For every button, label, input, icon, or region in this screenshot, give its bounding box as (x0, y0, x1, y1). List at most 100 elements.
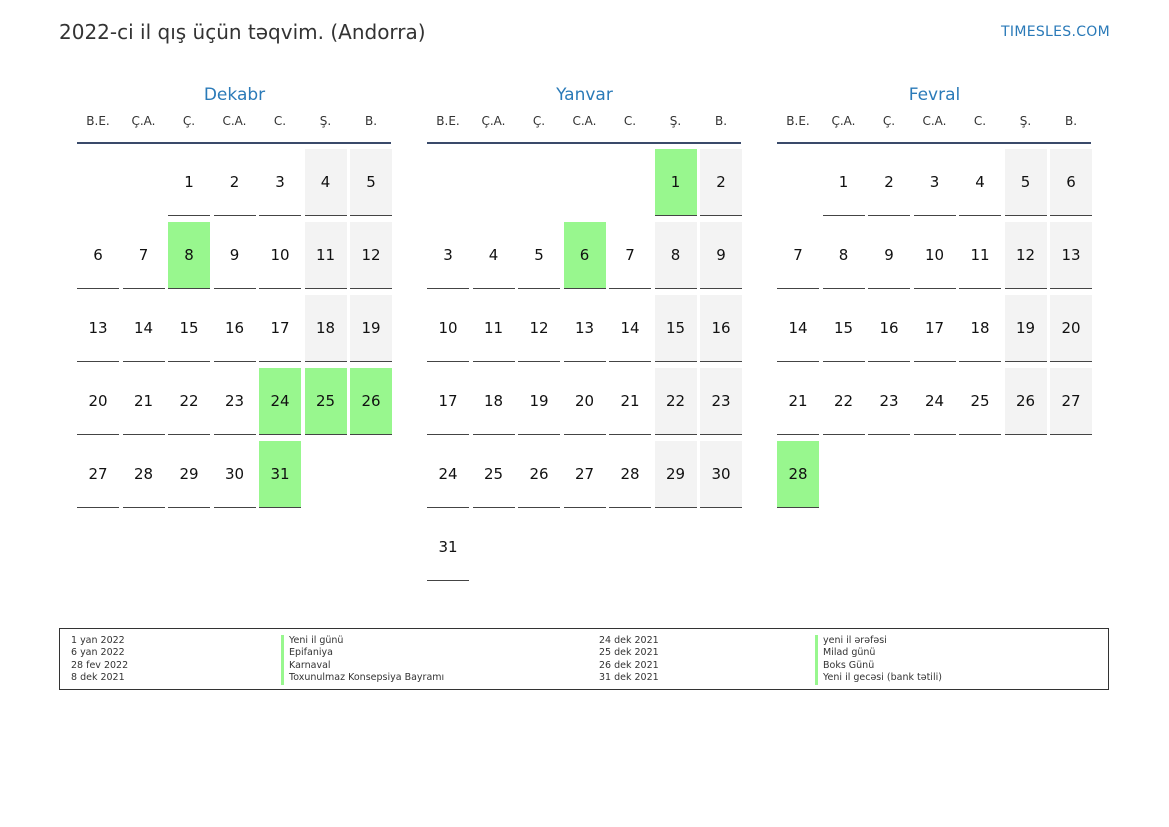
month-name: Dekabr (203, 85, 266, 105)
weekday-label: Ş. (319, 114, 332, 128)
legend-date: 28 fev 2022 (71, 659, 129, 671)
day-cell: 9 (213, 222, 256, 289)
day-cell: 4 (472, 222, 515, 289)
weekday-header: B.E. Ç.A. Ç. C.A. C. Ş. B. (77, 108, 391, 144)
weekday-label: Ç. (532, 114, 546, 128)
page-title: 2022-ci il qış üçün təqvim. (Andorra) (59, 20, 426, 44)
day-cell: 17 (913, 295, 956, 362)
day-cell: 24 (427, 441, 469, 508)
day-cell: 25 (472, 441, 515, 508)
day-cell: 27 (563, 441, 606, 508)
day-cell: 5 (1004, 149, 1047, 216)
legend-date: 6 yan 2022 (71, 647, 125, 659)
day-cell: 27 (77, 441, 119, 508)
month-dekabr: Dekabr B.E. Ç.A. Ç. C.A. C. Ş. B. 1 2 3 4 5 6 7 8 9 10 11 1… (77, 84, 397, 508)
day-cell: 19 (1004, 295, 1047, 362)
weekday-label: Ş. (1019, 114, 1032, 128)
day-cell: 17 (427, 368, 469, 435)
day-cell: 17 (259, 295, 301, 362)
legend-holiday-name: Toxunulmaz Konsepsiya Bayramı (281, 672, 444, 685)
weekday-label: B.E. (786, 114, 810, 128)
legend-holiday-name: yeni il ərəfəsi (815, 635, 942, 648)
legend-date: 26 dek 2021 (599, 659, 659, 671)
weekday-label: Ç.A. (831, 114, 856, 128)
day-cell: 19 (518, 368, 560, 435)
day-cell: 4 (959, 149, 1001, 216)
day-cell: 6 (77, 222, 119, 289)
weekday-header: B.E. Ç.A. Ç. C.A. C. Ş. B. (427, 108, 741, 144)
day-cell: 31 (259, 441, 301, 508)
weekday-label: C. (973, 114, 987, 128)
legend-date: 31 dek 2021 (599, 672, 659, 684)
day-cell: 15 (654, 295, 697, 362)
day-cell: 2 (700, 149, 742, 216)
day-cell: 10 (913, 222, 956, 289)
legend-holiday-name: Yeni il gecəsi (bank tətili) (815, 672, 942, 685)
weekday-label: Ç. (182, 114, 196, 128)
day-cell: 11 (959, 222, 1001, 289)
weekday-label: C. (273, 114, 287, 128)
day-cell: 10 (427, 295, 469, 362)
day-cell: 26 (1004, 368, 1047, 435)
month-name: Yanvar (556, 85, 613, 105)
day-cell: 4 (304, 149, 347, 216)
legend-holiday-name: Boks Günü (815, 659, 942, 673)
weekday-label: Ç.A. (481, 114, 506, 128)
day-cell: 16 (868, 295, 910, 362)
day-cell: 24 (259, 368, 301, 435)
weekday-label: B. (364, 114, 378, 128)
day-cell: 8 (822, 222, 865, 289)
day-cell: 23 (868, 368, 910, 435)
legend-holiday-name: Epifaniya (281, 647, 444, 660)
weekday-header: B.E. Ç.A. Ç. C.A. C. Ş. B. (777, 108, 1091, 144)
day-cell: 25 (304, 368, 347, 435)
legend-holiday-name: Karnaval (281, 659, 444, 673)
brand-link[interactable]: TIMESLES.COM (1001, 24, 1110, 40)
day-cell: 6 (1050, 149, 1092, 216)
day-cell: 13 (563, 295, 606, 362)
day-cell: 16 (700, 295, 742, 362)
day-cell: 29 (168, 441, 210, 508)
day-cell: 1 (822, 149, 865, 216)
day-cell: 27 (1050, 368, 1092, 435)
day-cell: 21 (122, 368, 165, 435)
day-cell: 8 (654, 222, 697, 289)
day-cell: 29 (654, 441, 697, 508)
day-cell: 18 (304, 295, 347, 362)
day-cell: 7 (777, 222, 819, 289)
day-cell: 2 (868, 149, 910, 216)
day-cell: 15 (168, 295, 210, 362)
weekday-label: B. (714, 114, 728, 128)
day-cell: 23 (213, 368, 256, 435)
weekday-label: B.E. (436, 114, 460, 128)
day-cell: 14 (777, 295, 819, 362)
day-cell: 25 (959, 368, 1001, 435)
legend-names-left: Yeni il günü Epifaniya Karnaval Toxunulmaz … (281, 635, 444, 685)
legend-names-right: yeni il ərəfəsi Milad günü Boks Günü Yeni i… (815, 635, 942, 685)
day-cell: 30 (213, 441, 256, 508)
legend-date: 1 yan 2022 (71, 635, 125, 646)
day-cell: 30 (700, 441, 742, 508)
holiday-legend: 1 yan 2022 6 yan 2022 28 fev 2022 8 dek 202… (59, 628, 1109, 690)
weekday-label: C.A. (222, 114, 247, 128)
day-cell: 20 (1050, 295, 1092, 362)
day-cell: 24 (913, 368, 956, 435)
day-cell: 16 (213, 295, 256, 362)
day-cell: 12 (350, 222, 392, 289)
day-cell: 20 (563, 368, 606, 435)
weekday-label: B.E. (86, 114, 110, 128)
day-cell: 14 (122, 295, 165, 362)
day-cell: 21 (777, 368, 819, 435)
day-cell: 28 (609, 441, 651, 508)
day-cell: 10 (259, 222, 301, 289)
day-cell: 28 (777, 441, 819, 508)
day-cell: 7 (609, 222, 651, 289)
day-cell: 8 (168, 222, 210, 289)
legend-dates-right: 24 dek 2021 25 dek 2021 26 dek 2021 31 dek … (599, 635, 659, 685)
day-cell: 1 (654, 149, 697, 216)
day-cell: 15 (822, 295, 865, 362)
day-cell: 5 (518, 222, 560, 289)
legend-date: 25 dek 2021 (599, 647, 659, 659)
weekday-label: Ç.A. (131, 114, 156, 128)
legend-holiday-name: Yeni il günü (281, 635, 444, 648)
